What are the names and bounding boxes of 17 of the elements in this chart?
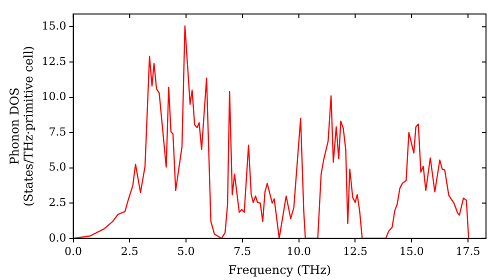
x-tick-label: 5.0 bbox=[177, 244, 195, 258]
x-tick-label: 0.0 bbox=[64, 244, 82, 258]
x-tick-label: 7.5 bbox=[234, 244, 252, 258]
x-tick-label: 17.5 bbox=[456, 244, 480, 258]
y-tick-label: 12.5 bbox=[42, 54, 66, 68]
x-axis-title: Frequency (THz) bbox=[228, 262, 332, 277]
x-tick-label: 2.5 bbox=[120, 244, 138, 258]
y-tick-label: 2.5 bbox=[48, 196, 66, 209]
y-axis-title: Phonon DOS (States/THz·primitive cell) bbox=[7, 46, 36, 207]
x-tick-label: 15.0 bbox=[399, 244, 424, 258]
y-tick-label: 0.0 bbox=[48, 231, 66, 244]
y-tick-label: 7.5 bbox=[48, 125, 66, 138]
y-tick-label: 10.0 bbox=[42, 90, 66, 104]
y-tick-label: 5.0 bbox=[48, 160, 66, 174]
y-tick-label: 15.0 bbox=[42, 20, 66, 33]
x-tick-label: 12.5 bbox=[342, 244, 368, 258]
x-tick-label: 10.0 bbox=[286, 244, 312, 258]
